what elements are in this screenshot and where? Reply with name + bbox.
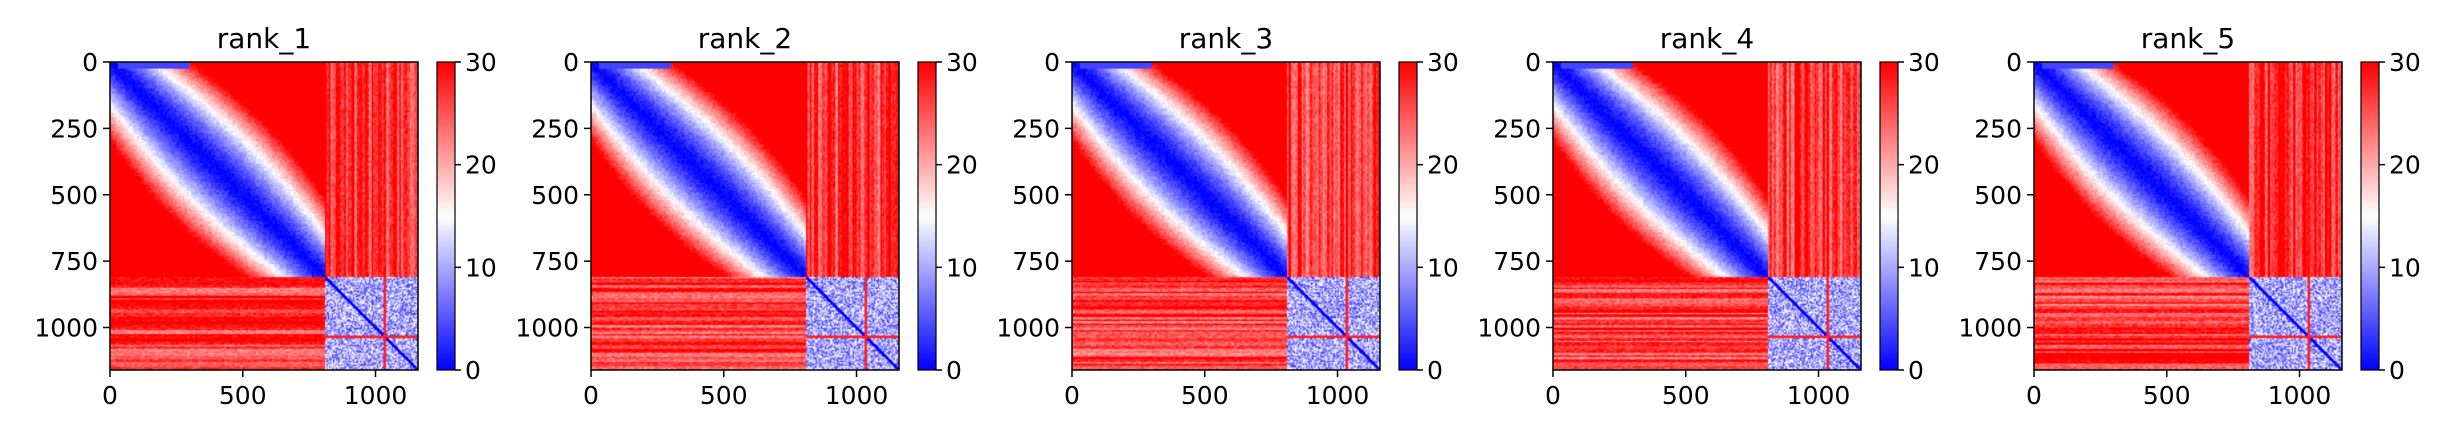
- y-tick-label: 1000: [1958, 314, 2022, 343]
- panel-3: rank_3 0 500 1000 0 250 500 750 1000 0 10 20 30: [996, 22, 1458, 410]
- x-tick-label: 0: [583, 381, 599, 410]
- colorbar: [918, 62, 936, 370]
- x-tick-label: 0: [2026, 381, 2042, 410]
- panel-5: rank_5 0 500 1000 0 250 500 750 1000 0 10 20 30: [1958, 22, 2420, 410]
- y-tick-label: 0: [82, 48, 98, 77]
- y-tick-label: 500: [1012, 181, 1060, 210]
- y-tick-label: 750: [1493, 247, 1541, 276]
- x-tick-label: 1000: [1787, 381, 1851, 410]
- panel-title: rank_5: [2141, 22, 2235, 55]
- colorbar-tick-label: 10: [465, 253, 497, 282]
- colorbar-tick-label: 0: [1908, 356, 1924, 385]
- panel-title: rank_4: [1660, 22, 1754, 55]
- y-tick-label: 500: [1493, 181, 1541, 210]
- colorbar: [2361, 62, 2379, 370]
- y-tick-label: 0: [2006, 48, 2022, 77]
- x-tick-label: 500: [1181, 381, 1229, 410]
- heatmap-image: [110, 62, 418, 370]
- y-tick-label: 1000: [34, 314, 98, 343]
- colorbar-tick-label: 30: [946, 48, 978, 77]
- colorbar: [1880, 62, 1898, 370]
- colorbar-tick-label: 0: [465, 356, 481, 385]
- panel-title: rank_2: [698, 22, 792, 55]
- y-tick-label: 750: [531, 247, 579, 276]
- colorbar-tick-label: 30: [2389, 48, 2421, 77]
- colorbar-tick-label: 10: [1908, 253, 1940, 282]
- colorbar-tick-label: 30: [465, 48, 497, 77]
- colorbar-frame: [436, 61, 456, 371]
- colorbar-tick-label: 30: [1427, 48, 1459, 77]
- colorbar-tick-label: 20: [465, 151, 497, 180]
- colorbar-tick-label: 20: [1908, 151, 1940, 180]
- heatmap-image: [591, 62, 899, 370]
- axes-frame: [590, 61, 900, 371]
- heatmap-image: [1072, 62, 1380, 370]
- y-tick-label: 750: [1012, 247, 1060, 276]
- colorbar-frame: [2360, 61, 2380, 371]
- colorbar-tick-label: 0: [1427, 356, 1443, 385]
- y-tick-label: 250: [531, 114, 579, 143]
- colorbar-tick-label: 10: [2389, 253, 2421, 282]
- axes-frame: [1552, 61, 1862, 371]
- x-tick-label: 0: [1064, 381, 1080, 410]
- colorbar-tick-label: 20: [946, 151, 978, 180]
- panel-2: rank_2 0 500 1000 0 250 500 750 1000 0 10 20 30: [515, 22, 977, 410]
- panel-1: rank_1 0 500 1000 0 250 500 750 1000 0 10 20 30: [34, 22, 496, 410]
- x-tick-label: 500: [700, 381, 748, 410]
- colorbar-tick-label: 30: [1908, 48, 1940, 77]
- colorbar-frame: [1398, 61, 1418, 371]
- panel-4: rank_4 0 500 1000 0 250 500 750 1000 0 10 20 30: [1477, 22, 1939, 410]
- y-tick-label: 500: [531, 181, 579, 210]
- panel-title: rank_1: [217, 22, 311, 55]
- y-tick-label: 0: [563, 48, 579, 77]
- y-tick-label: 1000: [515, 314, 579, 343]
- axes-frame: [109, 61, 419, 371]
- x-tick-label: 1000: [2268, 381, 2332, 410]
- panel-title: rank_3: [1179, 22, 1273, 55]
- x-tick-label: 0: [1545, 381, 1561, 410]
- colorbar: [1399, 62, 1417, 370]
- y-tick-label: 0: [1525, 48, 1541, 77]
- colorbar-tick-label: 20: [1427, 151, 1459, 180]
- y-tick-label: 0: [1044, 48, 1060, 77]
- y-tick-label: 500: [50, 181, 98, 210]
- heatmap-image: [2034, 62, 2342, 370]
- y-tick-label: 1000: [1477, 314, 1541, 343]
- x-tick-label: 500: [1662, 381, 1710, 410]
- y-tick-label: 250: [50, 114, 98, 143]
- colorbar-frame: [917, 61, 937, 371]
- axes-frame: [2033, 61, 2343, 371]
- heatmap-image: [1553, 62, 1861, 370]
- colorbar-tick-label: 10: [1427, 253, 1459, 282]
- x-tick-label: 0: [102, 381, 118, 410]
- colorbar-tick-label: 0: [946, 356, 962, 385]
- y-tick-label: 250: [1974, 114, 2022, 143]
- colorbar-tick-label: 10: [946, 253, 978, 282]
- colorbar-tick-label: 0: [2389, 356, 2405, 385]
- y-tick-label: 250: [1012, 114, 1060, 143]
- x-tick-label: 500: [219, 381, 267, 410]
- colorbar-tick-label: 20: [2389, 151, 2421, 180]
- x-tick-label: 500: [2143, 381, 2191, 410]
- y-tick-label: 500: [1974, 181, 2022, 210]
- x-tick-label: 1000: [1306, 381, 1370, 410]
- axes-frame: [1071, 61, 1381, 371]
- x-tick-label: 1000: [344, 381, 408, 410]
- colorbar: [437, 62, 455, 370]
- x-tick-label: 1000: [825, 381, 889, 410]
- y-tick-label: 750: [50, 247, 98, 276]
- colorbar-frame: [1879, 61, 1899, 371]
- y-tick-label: 750: [1974, 247, 2022, 276]
- y-tick-label: 250: [1493, 114, 1541, 143]
- y-tick-label: 1000: [996, 314, 1060, 343]
